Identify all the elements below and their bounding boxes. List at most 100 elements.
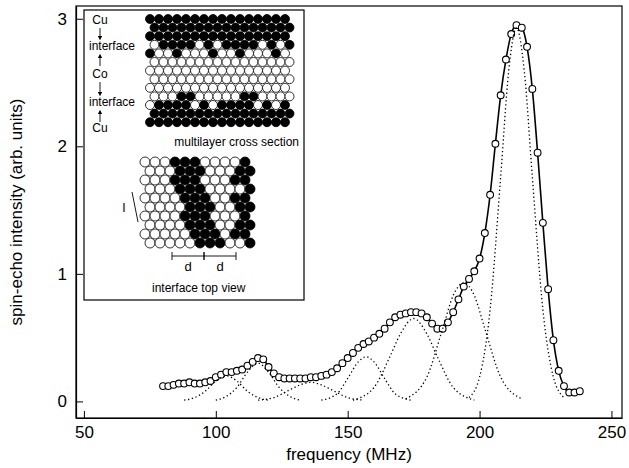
- cu-atom: [195, 202, 205, 212]
- cu-atom: [222, 23, 231, 32]
- co-atom: [150, 211, 160, 221]
- cu-atom: [227, 118, 236, 127]
- cu-atom: [173, 101, 182, 110]
- co-atom: [168, 58, 177, 67]
- co-atom: [240, 58, 249, 67]
- cu-atom: [240, 92, 249, 101]
- co-atom: [175, 238, 185, 248]
- cu-atom: [281, 101, 290, 110]
- plot-area: 501001502002500123: [58, 6, 627, 442]
- cu-atom: [146, 32, 155, 41]
- co-atom: [195, 75, 204, 84]
- co-atom: [222, 58, 231, 67]
- cu-atom: [272, 118, 281, 127]
- cu-atom: [276, 23, 285, 32]
- cu-atom: [164, 118, 173, 127]
- cu-atom: [227, 101, 236, 110]
- co-atom: [272, 101, 281, 110]
- y-tick-label: 2: [58, 137, 67, 156]
- co-atom: [210, 193, 220, 203]
- data-point: [503, 56, 510, 63]
- cu-atom: [245, 118, 254, 127]
- inset-frame: [84, 10, 304, 300]
- co-atom: [231, 92, 240, 101]
- cu-atom: [230, 193, 240, 203]
- co-atom: [146, 101, 155, 110]
- cu-atom: [173, 15, 182, 24]
- cu-atom: [249, 109, 258, 118]
- cu-atom: [177, 109, 186, 118]
- component-line: [216, 363, 300, 400]
- co-atom: [209, 83, 218, 92]
- co-atom: [285, 92, 294, 101]
- co-atom: [215, 184, 225, 194]
- cu-atom: [240, 109, 249, 118]
- y-tick-mark: [76, 146, 83, 147]
- co-atom: [245, 66, 254, 75]
- co-atom: [173, 83, 182, 92]
- co-atom: [177, 58, 186, 67]
- co-atom: [258, 92, 267, 101]
- co-atom: [145, 166, 155, 176]
- cu-atom: [249, 23, 258, 32]
- co-atom: [164, 66, 173, 75]
- inset-arrow: [100, 82, 101, 94]
- x-tick-label: 150: [334, 423, 362, 442]
- co-atom: [236, 66, 245, 75]
- cu-atom: [245, 101, 254, 110]
- cu-atom: [190, 157, 200, 167]
- cu-atom: [245, 32, 254, 41]
- cu-atom: [168, 109, 177, 118]
- cu-atom: [240, 40, 249, 49]
- data-point: [455, 296, 462, 303]
- cu-atom: [263, 32, 272, 41]
- co-atom: [146, 83, 155, 92]
- co-atom: [204, 92, 213, 101]
- cu-atom: [173, 118, 182, 127]
- co-atom: [205, 184, 215, 194]
- cu-atom: [240, 211, 250, 221]
- cu-atom: [258, 23, 267, 32]
- component-line: [184, 376, 268, 400]
- cu-atom: [272, 49, 281, 58]
- data-point: [534, 149, 541, 156]
- inset-caption: multilayer cross section: [174, 135, 299, 149]
- cu-atom: [240, 157, 250, 167]
- cu-atom: [170, 175, 180, 185]
- data-point: [487, 191, 494, 198]
- co-atom: [165, 184, 175, 194]
- co-atom: [254, 66, 263, 75]
- cu-atom: [177, 92, 186, 101]
- data-point: [492, 140, 499, 147]
- data-point: [350, 350, 357, 357]
- cu-atom: [175, 166, 185, 176]
- cu-atom: [185, 220, 195, 230]
- cu-atom: [177, 23, 186, 32]
- cu-atom: [267, 23, 276, 32]
- co-atom: [254, 49, 263, 58]
- co-atom: [195, 40, 204, 49]
- data-point: [545, 286, 552, 293]
- cu-atom: [218, 118, 227, 127]
- d-bracket: [204, 252, 205, 260]
- co-atom: [276, 40, 285, 49]
- co-atom: [267, 92, 276, 101]
- cu-atom: [254, 32, 263, 41]
- cu-atom: [186, 40, 195, 49]
- component-line: [258, 382, 364, 400]
- cu-atom: [200, 15, 209, 24]
- y-tick: 2: [58, 137, 83, 156]
- x-tick-label: 50: [75, 423, 94, 442]
- inset-arrow: [100, 28, 101, 38]
- co-atom: [281, 83, 290, 92]
- cu-atom: [195, 238, 205, 248]
- y-tick: 0: [58, 392, 83, 411]
- cu-atom: [218, 15, 227, 24]
- co-atom: [175, 220, 185, 230]
- d-bracket: [236, 252, 237, 260]
- co-atom: [159, 92, 168, 101]
- cu-atom: [236, 15, 245, 24]
- x-axis: 50100150200250: [75, 411, 626, 442]
- cu-atom: [231, 40, 240, 49]
- cu-atom: [236, 118, 245, 127]
